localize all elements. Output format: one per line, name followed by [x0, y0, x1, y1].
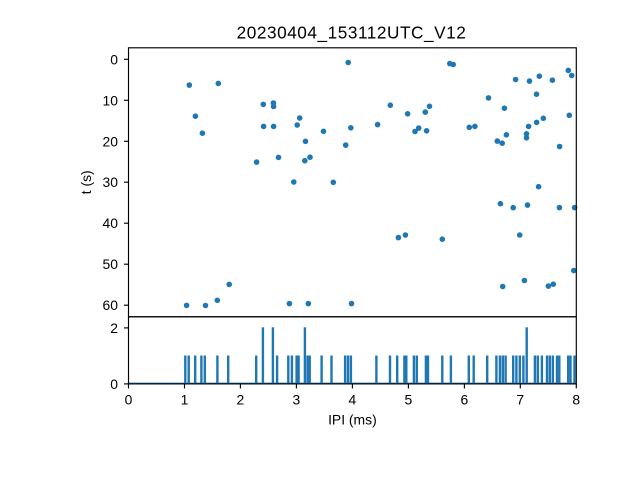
svg-text:0: 0: [125, 392, 133, 408]
svg-text:6: 6: [461, 392, 469, 408]
svg-text:1: 1: [181, 392, 189, 408]
svg-text:4: 4: [349, 392, 357, 408]
svg-text:0: 0: [110, 51, 118, 67]
svg-text:20230404_153112UTC_V12: 20230404_153112UTC_V12: [237, 23, 467, 43]
svg-text:2: 2: [237, 392, 245, 408]
svg-text:50: 50: [103, 256, 119, 272]
svg-text:IPI (ms): IPI (ms): [328, 412, 377, 428]
svg-text:0: 0: [110, 376, 118, 392]
svg-text:30: 30: [103, 174, 119, 190]
svg-text:7: 7: [516, 392, 524, 408]
svg-text:5: 5: [405, 392, 413, 408]
svg-text:20: 20: [103, 133, 119, 149]
svg-text:60: 60: [103, 297, 119, 313]
svg-text:t (s): t (s): [78, 170, 94, 194]
svg-text:3: 3: [293, 392, 301, 408]
svg-text:8: 8: [572, 392, 580, 408]
svg-text:40: 40: [103, 215, 119, 231]
svg-text:10: 10: [103, 92, 119, 108]
svg-text:2: 2: [110, 320, 118, 336]
